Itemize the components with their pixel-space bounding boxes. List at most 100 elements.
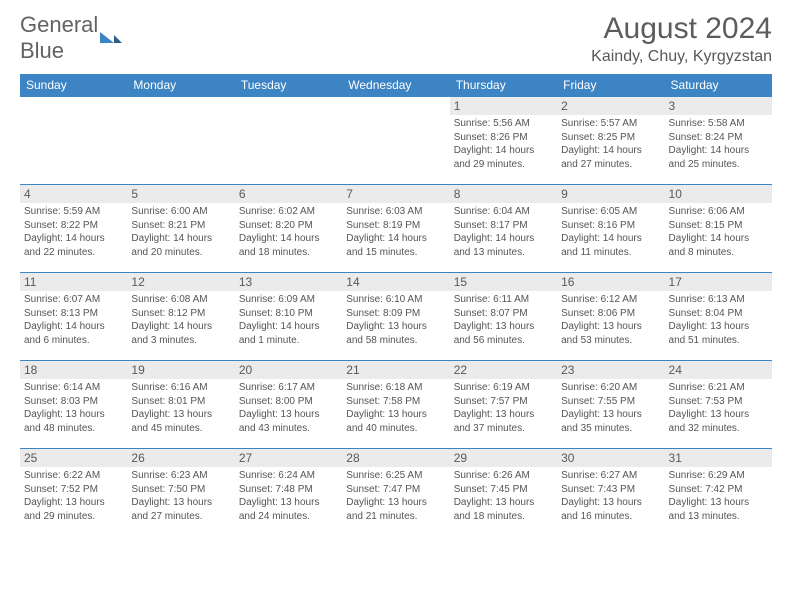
day-number: 15 [450, 273, 557, 291]
calendar-cell [20, 97, 127, 185]
calendar-cell: 5Sunrise: 6:00 AMSunset: 8:21 PMDaylight… [127, 185, 234, 273]
day-content: Sunrise: 6:02 AMSunset: 8:20 PMDaylight:… [235, 203, 342, 261]
day-content: Sunrise: 6:22 AMSunset: 7:52 PMDaylight:… [20, 467, 127, 525]
day-content: Sunrise: 6:16 AMSunset: 8:01 PMDaylight:… [127, 379, 234, 437]
daylight-line2: and 27 minutes. [561, 158, 660, 172]
sunrise-text: Sunrise: 6:16 AM [131, 381, 230, 395]
weekday-header: Thursday [450, 74, 557, 97]
calendar-cell: 28Sunrise: 6:25 AMSunset: 7:47 PMDayligh… [342, 449, 449, 537]
daylight-line2: and 1 minute. [239, 334, 338, 348]
calendar-cell: 13Sunrise: 6:09 AMSunset: 8:10 PMDayligh… [235, 273, 342, 361]
day-number: 27 [235, 449, 342, 467]
daylight-line2: and 29 minutes. [24, 510, 123, 524]
weekday-header: Friday [557, 74, 664, 97]
daylight-line1: Daylight: 14 hours [454, 232, 553, 246]
weekday-row: SundayMondayTuesdayWednesdayThursdayFrid… [20, 74, 772, 97]
day-content: Sunrise: 6:17 AMSunset: 8:00 PMDaylight:… [235, 379, 342, 437]
calendar-cell: 14Sunrise: 6:10 AMSunset: 8:09 PMDayligh… [342, 273, 449, 361]
sunrise-text: Sunrise: 6:29 AM [669, 469, 768, 483]
weekday-header: Sunday [20, 74, 127, 97]
calendar-week: 18Sunrise: 6:14 AMSunset: 8:03 PMDayligh… [20, 361, 772, 449]
day-content: Sunrise: 5:59 AMSunset: 8:22 PMDaylight:… [20, 203, 127, 261]
day-number: 13 [235, 273, 342, 291]
sunrise-text: Sunrise: 6:21 AM [669, 381, 768, 395]
sunset-text: Sunset: 7:55 PM [561, 395, 660, 409]
day-content: Sunrise: 6:14 AMSunset: 8:03 PMDaylight:… [20, 379, 127, 437]
day-content: Sunrise: 6:09 AMSunset: 8:10 PMDaylight:… [235, 291, 342, 349]
daylight-line1: Daylight: 13 hours [454, 496, 553, 510]
sunrise-text: Sunrise: 6:03 AM [346, 205, 445, 219]
sunset-text: Sunset: 8:01 PM [131, 395, 230, 409]
calendar-cell: 20Sunrise: 6:17 AMSunset: 8:00 PMDayligh… [235, 361, 342, 449]
daylight-line1: Daylight: 14 hours [346, 232, 445, 246]
day-number: 26 [127, 449, 234, 467]
calendar-cell: 27Sunrise: 6:24 AMSunset: 7:48 PMDayligh… [235, 449, 342, 537]
sunrise-text: Sunrise: 6:05 AM [561, 205, 660, 219]
weekday-header: Tuesday [235, 74, 342, 97]
sunset-text: Sunset: 7:52 PM [24, 483, 123, 497]
day-content: Sunrise: 6:24 AMSunset: 7:48 PMDaylight:… [235, 467, 342, 525]
day-number: 10 [665, 185, 772, 203]
sunset-text: Sunset: 8:26 PM [454, 131, 553, 145]
calendar-cell [342, 97, 449, 185]
day-content: Sunrise: 5:56 AMSunset: 8:26 PMDaylight:… [450, 115, 557, 173]
daylight-line2: and 29 minutes. [454, 158, 553, 172]
sunset-text: Sunset: 8:22 PM [24, 219, 123, 233]
daylight-line1: Daylight: 13 hours [346, 408, 445, 422]
calendar-cell: 10Sunrise: 6:06 AMSunset: 8:15 PMDayligh… [665, 185, 772, 273]
calendar-cell: 9Sunrise: 6:05 AMSunset: 8:16 PMDaylight… [557, 185, 664, 273]
calendar-cell: 3Sunrise: 5:58 AMSunset: 8:24 PMDaylight… [665, 97, 772, 185]
daylight-line1: Daylight: 14 hours [131, 320, 230, 334]
calendar-cell: 16Sunrise: 6:12 AMSunset: 8:06 PMDayligh… [557, 273, 664, 361]
day-number: 19 [127, 361, 234, 379]
daylight-line1: Daylight: 13 hours [454, 320, 553, 334]
sunrise-text: Sunrise: 6:26 AM [454, 469, 553, 483]
daylight-line1: Daylight: 13 hours [346, 496, 445, 510]
daylight-line2: and 6 minutes. [24, 334, 123, 348]
day-number: 16 [557, 273, 664, 291]
calendar-week: 4Sunrise: 5:59 AMSunset: 8:22 PMDaylight… [20, 185, 772, 273]
daylight-line2: and 53 minutes. [561, 334, 660, 348]
sunrise-text: Sunrise: 6:23 AM [131, 469, 230, 483]
sunrise-text: Sunrise: 6:14 AM [24, 381, 123, 395]
sunset-text: Sunset: 8:06 PM [561, 307, 660, 321]
daylight-line1: Daylight: 13 hours [669, 320, 768, 334]
sunrise-text: Sunrise: 5:56 AM [454, 117, 553, 131]
daylight-line1: Daylight: 13 hours [239, 408, 338, 422]
daylight-line1: Daylight: 13 hours [24, 408, 123, 422]
daylight-line1: Daylight: 13 hours [131, 496, 230, 510]
sunrise-text: Sunrise: 6:13 AM [669, 293, 768, 307]
day-content: Sunrise: 6:26 AMSunset: 7:45 PMDaylight:… [450, 467, 557, 525]
sunset-text: Sunset: 8:04 PM [669, 307, 768, 321]
calendar-cell: 23Sunrise: 6:20 AMSunset: 7:55 PMDayligh… [557, 361, 664, 449]
daylight-line1: Daylight: 13 hours [669, 496, 768, 510]
day-number: 11 [20, 273, 127, 291]
calendar-cell: 8Sunrise: 6:04 AMSunset: 8:17 PMDaylight… [450, 185, 557, 273]
sunrise-text: Sunrise: 6:27 AM [561, 469, 660, 483]
sunrise-text: Sunrise: 5:59 AM [24, 205, 123, 219]
calendar-cell [127, 97, 234, 185]
sunset-text: Sunset: 7:58 PM [346, 395, 445, 409]
sunset-text: Sunset: 7:43 PM [561, 483, 660, 497]
daylight-line1: Daylight: 13 hours [561, 408, 660, 422]
page-title: August 2024 [591, 12, 772, 46]
calendar: SundayMondayTuesdayWednesdayThursdayFrid… [20, 74, 772, 537]
day-content: Sunrise: 6:19 AMSunset: 7:57 PMDaylight:… [450, 379, 557, 437]
sunset-text: Sunset: 7:57 PM [454, 395, 553, 409]
sunrise-text: Sunrise: 6:07 AM [24, 293, 123, 307]
sunset-text: Sunset: 8:00 PM [239, 395, 338, 409]
weekday-header: Wednesday [342, 74, 449, 97]
day-number: 14 [342, 273, 449, 291]
day-number: 18 [20, 361, 127, 379]
sunset-text: Sunset: 8:13 PM [24, 307, 123, 321]
day-number: 1 [450, 97, 557, 115]
daylight-line2: and 16 minutes. [561, 510, 660, 524]
calendar-cell: 17Sunrise: 6:13 AMSunset: 8:04 PMDayligh… [665, 273, 772, 361]
daylight-line2: and 11 minutes. [561, 246, 660, 260]
day-content: Sunrise: 6:18 AMSunset: 7:58 PMDaylight:… [342, 379, 449, 437]
sunrise-text: Sunrise: 6:22 AM [24, 469, 123, 483]
calendar-cell: 18Sunrise: 6:14 AMSunset: 8:03 PMDayligh… [20, 361, 127, 449]
daylight-line2: and 25 minutes. [669, 158, 768, 172]
logo-blue: Blue [20, 38, 64, 63]
day-content: Sunrise: 6:25 AMSunset: 7:47 PMDaylight:… [342, 467, 449, 525]
